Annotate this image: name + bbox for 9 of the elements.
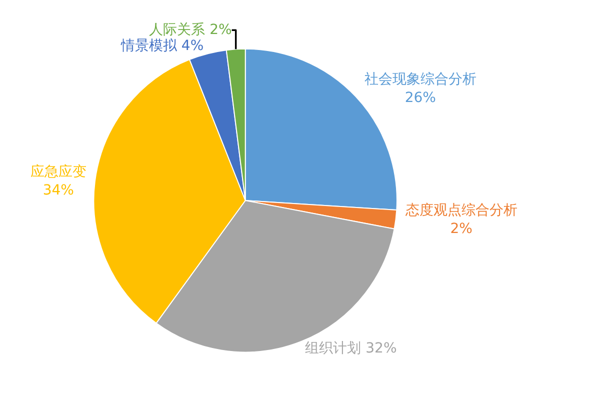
data-label: 26%	[404, 90, 436, 106]
data-label: 2%	[450, 220, 472, 237]
slice-label: 情景模拟 4%	[120, 38, 204, 54]
slice-label: 组织计划 32%	[305, 340, 397, 356]
data-label: 34%	[42, 182, 74, 198]
slice-label: 态度观点综合分析	[404, 202, 518, 219]
slice-label: 社会现象综合分析	[364, 72, 476, 88]
slice-label: 应急应变	[30, 164, 86, 180]
slice-label: 人际关系 2%	[149, 22, 232, 38]
